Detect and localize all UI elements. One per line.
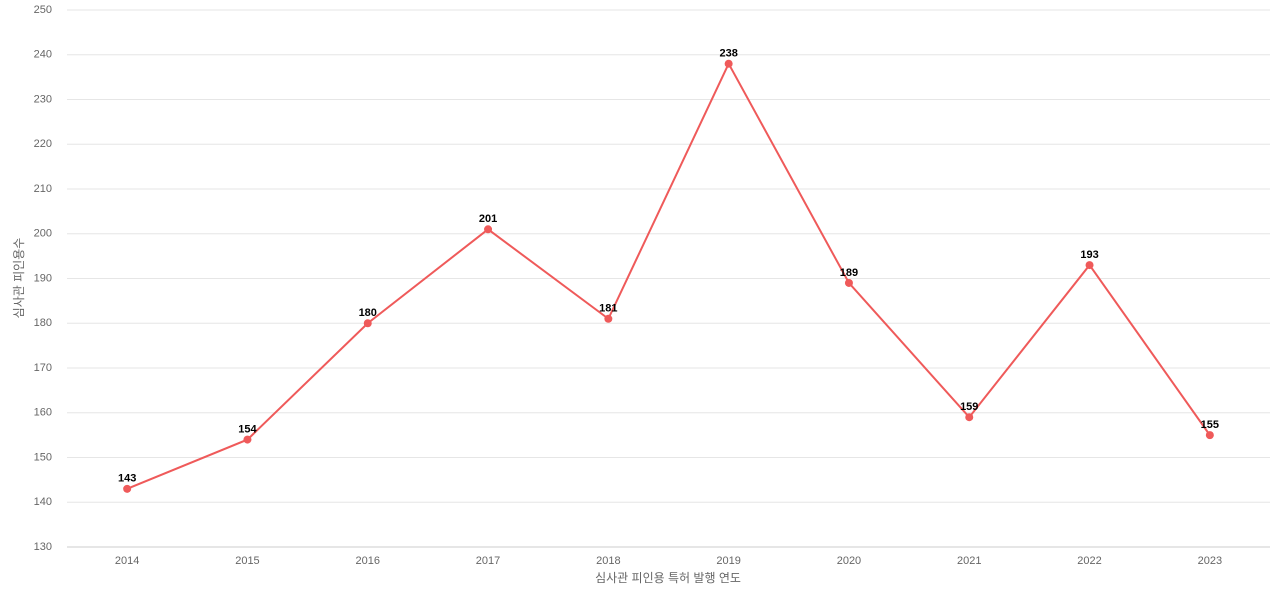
point	[604, 314, 613, 323]
y-tick-label: 220	[34, 138, 52, 150]
point	[243, 435, 252, 444]
point	[484, 225, 493, 234]
point	[1085, 261, 1094, 270]
point	[123, 484, 132, 493]
x-axis-title: 심사관 피인용 특허 발행 연도	[595, 570, 741, 585]
point	[1205, 431, 1214, 440]
y-tick-label: 240	[34, 49, 52, 61]
data-label: 238	[719, 48, 737, 60]
y-tick-label: 250	[34, 4, 52, 16]
data-label: 155	[1201, 419, 1219, 431]
x-tick-label: 2021	[957, 555, 981, 567]
y-axis-title: 심사관 피인용수	[12, 238, 26, 319]
y-tick-label: 160	[34, 407, 52, 419]
x-tick-label: 2016	[356, 555, 380, 567]
y-tick-label: 190	[34, 272, 52, 284]
data-label: 143	[118, 473, 136, 485]
data-label: 193	[1080, 249, 1098, 261]
point	[363, 319, 372, 328]
x-tick-label: 2017	[476, 555, 500, 567]
data-label: 181	[599, 303, 617, 315]
y-tick-label: 140	[34, 496, 52, 508]
point	[844, 278, 853, 287]
y-tick-label: 170	[34, 362, 52, 374]
x-tick-label: 2018	[596, 555, 620, 567]
x-tick-label: 2014	[115, 555, 139, 567]
data-label: 180	[359, 307, 377, 319]
y-tick-label: 200	[34, 228, 52, 240]
data-label: 201	[479, 213, 497, 225]
x-tick-label: 2019	[716, 555, 740, 567]
point	[724, 59, 733, 68]
y-tick-label: 180	[34, 317, 52, 329]
x-tick-label: 2022	[1077, 555, 1101, 567]
y-tick-label: 210	[34, 183, 52, 195]
data-label: 189	[840, 267, 858, 279]
data-label: 154	[238, 424, 257, 436]
x-tick-label: 2023	[1198, 555, 1222, 567]
point	[965, 413, 974, 422]
data-label: 159	[960, 401, 978, 413]
y-tick-label: 230	[34, 93, 52, 105]
y-tick-label: 130	[34, 541, 52, 553]
y-tick-label: 150	[34, 451, 52, 463]
x-tick-label: 2015	[235, 555, 259, 567]
line	[126, 61, 1211, 490]
x-tick-label: 2020	[837, 555, 861, 567]
